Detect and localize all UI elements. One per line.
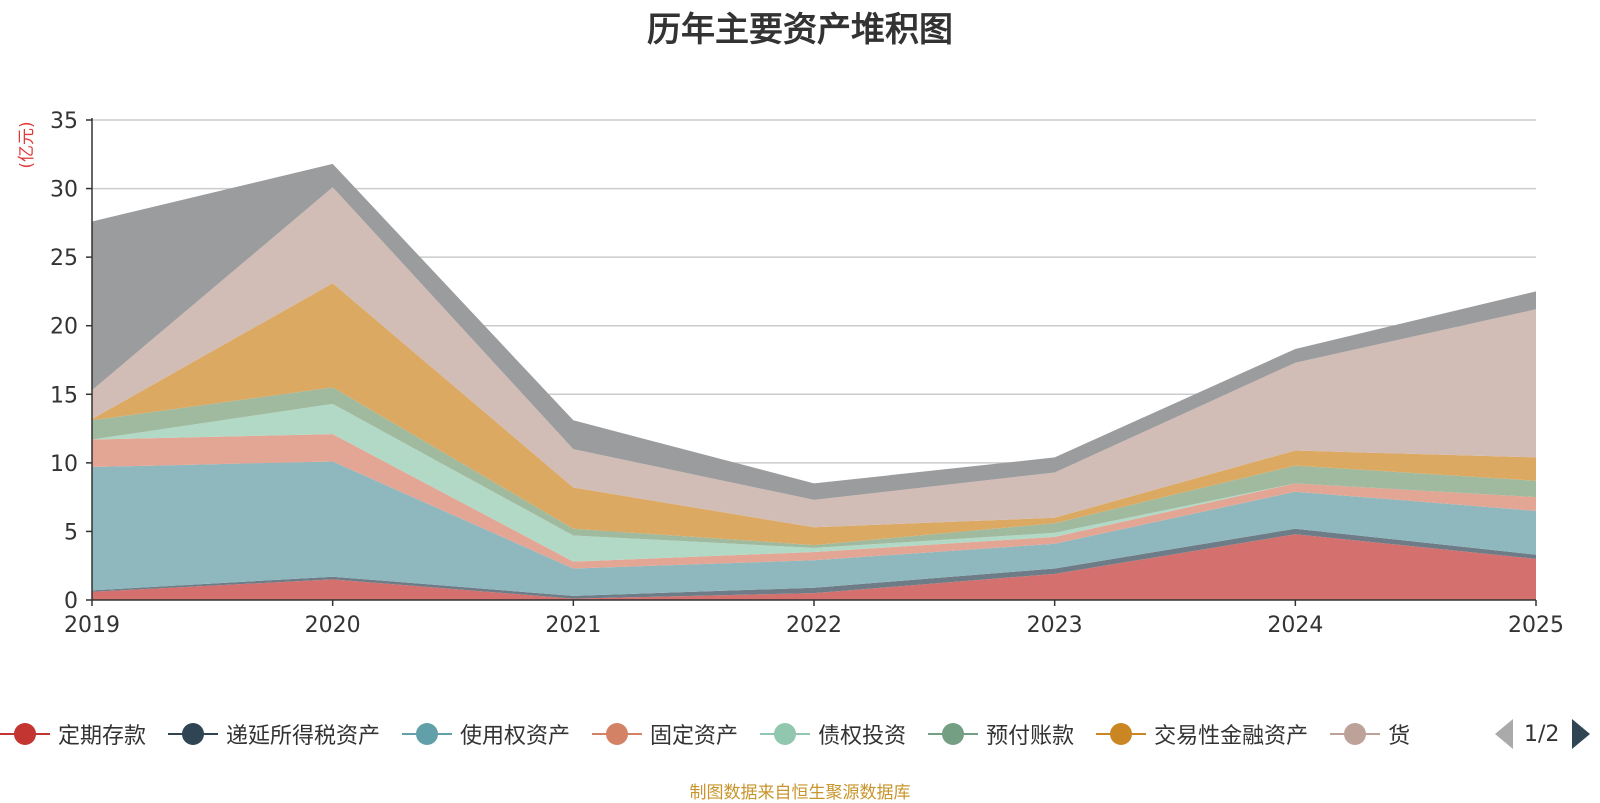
x-tick-label: 2020 [305, 613, 361, 638]
legend-marker-icon [168, 716, 219, 752]
legend-marker-dot [14, 723, 36, 745]
legend-label: 债权投资 [818, 724, 907, 749]
legend-label: 使用权资产 [460, 724, 571, 749]
chart-title: 历年主要资产堆积图 [647, 10, 953, 50]
x-tick-label: 2021 [545, 613, 601, 638]
y-axis-unit-label: (亿元) [17, 121, 37, 168]
legend-item[interactable]: 债权投资 [760, 716, 906, 752]
area-series-5 [92, 387, 1536, 548]
legend-label: 固定资产 [650, 724, 739, 749]
area-series-0 [92, 534, 1536, 600]
legend-item[interactable]: 定期存款 [0, 716, 146, 752]
area-series-4 [92, 403, 1536, 562]
legend-marker-icon [592, 716, 643, 752]
legend-pager: 1/2 [1492, 716, 1600, 752]
x-tick-label: 2024 [1267, 613, 1323, 638]
area-series-3 [92, 434, 1536, 569]
y-tick-label: 0 [64, 589, 78, 614]
legend-marker-icon [1096, 716, 1147, 752]
area-series-6 [92, 283, 1536, 546]
legend-item[interactable]: 预付账款 [928, 716, 1074, 752]
arrow-left-icon [1495, 719, 1513, 749]
legend-item[interactable]: 固定资产 [592, 716, 738, 752]
legend-next-page-button[interactable] [1569, 716, 1593, 752]
y-tick-label: 10 [50, 452, 78, 477]
legend-marker-icon [928, 716, 979, 752]
legend-label: 货 [1388, 724, 1411, 749]
legend-page-indicator: 1/2 [1524, 721, 1560, 747]
legend-marker-dot [416, 723, 439, 745]
legend-marker-dot [774, 723, 797, 745]
legend-item[interactable]: 递延所得税资产 [168, 716, 380, 752]
area-series-2 [92, 461, 1536, 596]
legend-label: 交易性金融资产 [1154, 724, 1309, 749]
legend-marker-dot [182, 723, 205, 745]
legend-marker-dot [942, 723, 965, 745]
legend-marker-dot [1344, 723, 1367, 745]
legend-item[interactable]: 货 [1330, 716, 1410, 752]
legend: 定期存款 递延所得税资产 使用权资产 固定资产 债权投资 预付账款 交易性金融资产 货 [0, 716, 1490, 756]
y-tick-label: 20 [50, 315, 78, 340]
legend-label: 定期存款 [58, 724, 147, 749]
area-series-8 [92, 163, 1536, 500]
legend-marker-icon [760, 716, 811, 752]
legend-label: 预付账款 [986, 724, 1075, 749]
y-tick-label: 35 [50, 109, 78, 134]
x-tick-label: 2022 [786, 613, 842, 638]
legend-label: 递延所得税资产 [226, 724, 381, 749]
data-source-note: 制图数据来自恒生聚源数据库 [689, 783, 911, 803]
y-tick-label: 5 [64, 520, 78, 545]
x-tick-label: 2019 [64, 613, 120, 638]
legend-marker-dot [1110, 723, 1133, 745]
legend-prev-page-button[interactable] [1492, 716, 1516, 752]
legend-marker-icon [1330, 716, 1381, 752]
area-series [92, 163, 1536, 600]
arrow-right-icon [1572, 719, 1591, 749]
y-tick-label: 30 [50, 178, 78, 203]
legend-marker-dot [606, 723, 629, 745]
axes [86, 118, 1537, 606]
legend-item[interactable]: 使用权资产 [402, 716, 570, 752]
legend-marker-icon [402, 716, 453, 752]
legend-marker-icon [0, 716, 50, 752]
area-series-7 [92, 187, 1536, 528]
legend-item[interactable]: 交易性金融资产 [1096, 716, 1308, 752]
y-tick-label: 15 [50, 383, 78, 408]
x-tick-label: 2025 [1508, 613, 1564, 638]
y-tick-label: 25 [50, 246, 78, 271]
x-tick-label: 2023 [1027, 613, 1083, 638]
